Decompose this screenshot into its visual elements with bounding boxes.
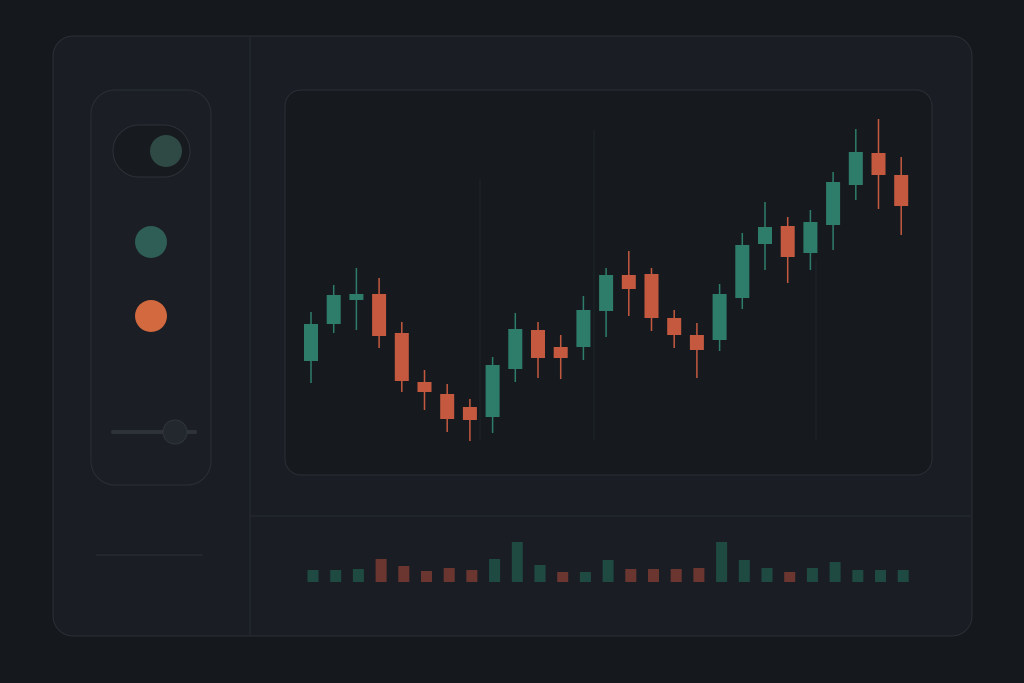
candle-body bbox=[689, 335, 704, 350]
candle-body bbox=[735, 245, 750, 298]
candle-body bbox=[576, 310, 591, 347]
volume-bar bbox=[852, 570, 864, 582]
volume-bar bbox=[806, 568, 818, 582]
volume-bar bbox=[829, 562, 841, 582]
volume-bar bbox=[693, 568, 705, 582]
candle-body bbox=[780, 226, 795, 257]
volume-bar bbox=[738, 560, 750, 582]
volume-bar bbox=[489, 559, 501, 582]
volume-bar bbox=[716, 542, 728, 582]
volume-bar bbox=[784, 572, 796, 582]
candle-body bbox=[667, 318, 682, 335]
volume-bar bbox=[579, 572, 591, 582]
candle-body bbox=[848, 152, 863, 185]
volume-bar bbox=[352, 569, 364, 582]
volume-bar bbox=[557, 572, 569, 582]
candle-body bbox=[871, 153, 886, 175]
candle-body bbox=[349, 294, 364, 300]
candle-body bbox=[712, 294, 727, 340]
color-button[interactable] bbox=[135, 300, 167, 332]
candle-body bbox=[599, 275, 614, 311]
candle-body bbox=[372, 294, 387, 336]
candle-body bbox=[803, 222, 818, 253]
volume-bar bbox=[670, 569, 682, 582]
candle-body bbox=[621, 275, 636, 289]
candle-body bbox=[485, 365, 500, 417]
volume-bar bbox=[307, 570, 319, 582]
volume-bar bbox=[602, 560, 614, 582]
volume-bar bbox=[761, 568, 773, 582]
volume-bar bbox=[511, 542, 523, 582]
volume-bar bbox=[534, 565, 546, 582]
candle-body bbox=[758, 227, 772, 244]
candle-body bbox=[826, 182, 841, 225]
candle-body bbox=[894, 175, 909, 206]
volume-bar bbox=[466, 570, 478, 582]
candle-body bbox=[394, 333, 409, 381]
volume-bar bbox=[375, 559, 387, 582]
volume-bar bbox=[897, 570, 909, 582]
candle-body bbox=[326, 295, 341, 324]
candle-body bbox=[508, 329, 523, 369]
volume-bar bbox=[648, 569, 659, 582]
candle-body bbox=[462, 407, 477, 420]
candle-body bbox=[531, 330, 545, 358]
slider-knob[interactable] bbox=[162, 419, 188, 445]
color-button[interactable] bbox=[135, 226, 167, 258]
volume-bar bbox=[625, 569, 637, 582]
volume-bar bbox=[398, 566, 410, 582]
candle-body bbox=[644, 274, 659, 318]
candle-body bbox=[553, 347, 568, 358]
volume-bar bbox=[330, 570, 342, 582]
candle-body bbox=[440, 394, 455, 419]
volume-bar bbox=[421, 571, 432, 582]
toggle-knob bbox=[150, 135, 182, 167]
candle-body bbox=[417, 382, 432, 392]
volume-bar bbox=[443, 568, 455, 582]
candle-body bbox=[304, 324, 318, 361]
sidebar bbox=[90, 89, 212, 486]
volume-bar bbox=[875, 570, 886, 582]
